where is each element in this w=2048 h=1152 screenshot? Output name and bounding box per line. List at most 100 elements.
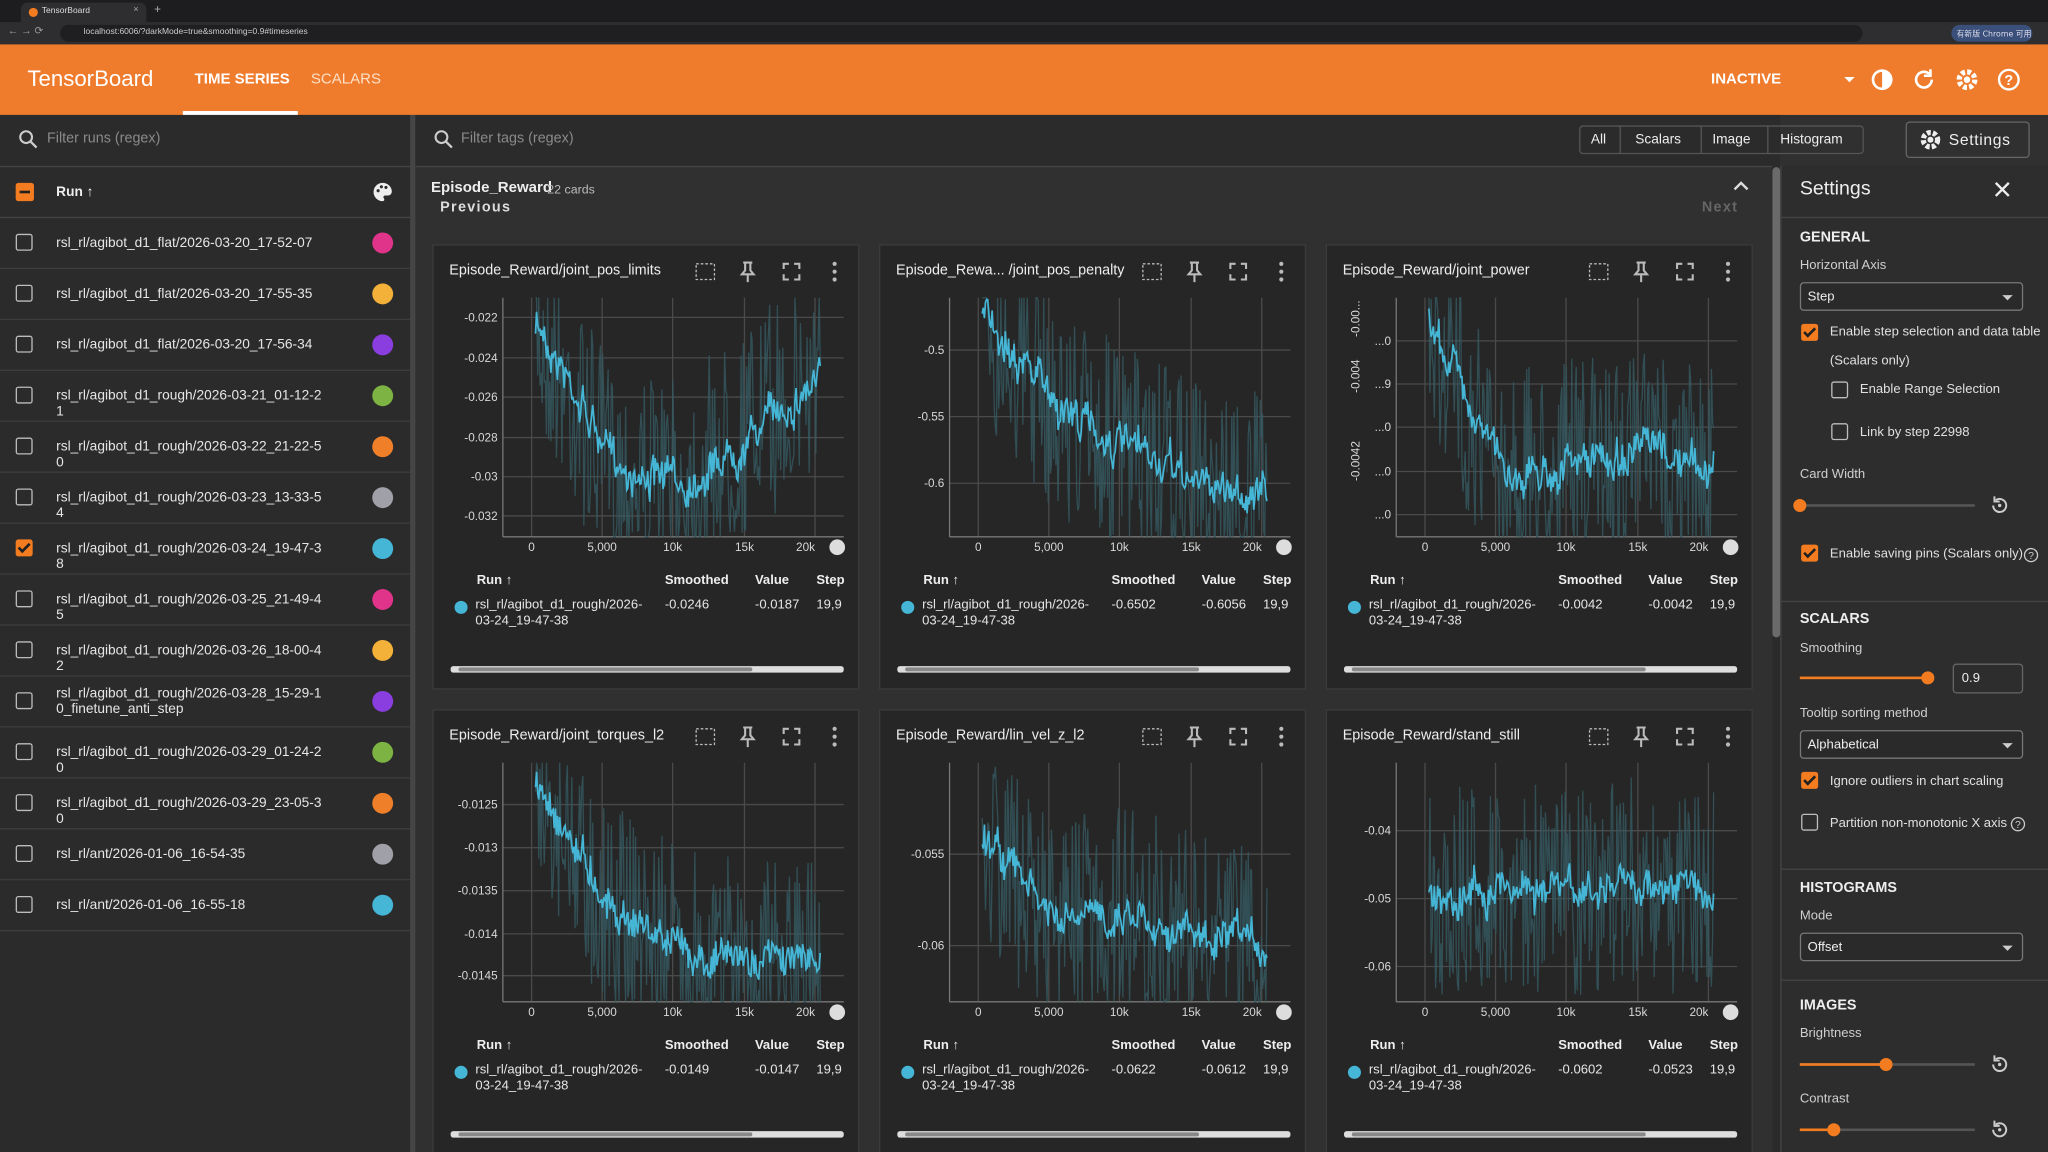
- checkbox[interactable]: [1801, 813, 1819, 831]
- scrollbar-thumb[interactable]: [1772, 167, 1781, 638]
- browser-tab[interactable]: TensorBoard ×: [20, 2, 147, 23]
- h-scroll-thumb[interactable]: [1351, 667, 1646, 672]
- close-icon[interactable]: [1993, 180, 2011, 198]
- theme-icon[interactable]: [1871, 69, 1893, 91]
- checkbox[interactable]: [1801, 323, 1819, 341]
- palette-icon[interactable]: [371, 180, 395, 204]
- new-tab[interactable]: +: [154, 2, 162, 16]
- slider-thumb[interactable]: [1921, 671, 1935, 685]
- help-icon[interactable]: ?: [1997, 68, 2020, 91]
- run-color[interactable]: [372, 640, 394, 661]
- run-checkbox[interactable]: [15, 335, 33, 353]
- h-scroll-thumb[interactable]: [905, 667, 1200, 672]
- fit-domain-icon[interactable]: [695, 263, 716, 281]
- reset-icon[interactable]: [1989, 1054, 2010, 1075]
- run-color[interactable]: [372, 283, 394, 305]
- run-color[interactable]: [372, 894, 394, 916]
- pin-icon[interactable]: [1633, 261, 1650, 283]
- zoom-badge[interactable]: [829, 539, 846, 556]
- h-scroll-thumb[interactable]: [458, 1132, 753, 1137]
- checkbox[interactable]: [1831, 423, 1849, 441]
- collapse-icon[interactable]: [1732, 179, 1750, 192]
- more-icon[interactable]: [832, 726, 837, 747]
- tags-filter[interactable]: Filter tags (regex): [461, 130, 574, 147]
- zoom-badge[interactable]: [1276, 539, 1292, 556]
- pin-icon[interactable]: [1186, 726, 1203, 748]
- run-checkbox[interactable]: [15, 233, 33, 251]
- select-all-checkbox[interactable]: [15, 182, 34, 202]
- tab-time-series[interactable]: TIME SERIES: [194, 71, 290, 88]
- update-pill[interactable]: 有新版 Chrome 可用: [1951, 24, 2033, 42]
- tab-scalars[interactable]: SCALARS: [310, 71, 381, 88]
- fullscreen-icon[interactable]: [1229, 727, 1248, 746]
- run-checkbox[interactable]: [15, 641, 33, 659]
- settings-icon[interactable]: [1956, 69, 1978, 91]
- next-button[interactable]: Next: [1701, 199, 1739, 216]
- run-color[interactable]: [372, 487, 394, 509]
- fit-domain-icon[interactable]: [1142, 728, 1162, 746]
- zoom-badge[interactable]: [1722, 539, 1739, 556]
- settings-button[interactable]: Settings: [1905, 121, 2030, 159]
- checkbox[interactable]: [1801, 771, 1819, 789]
- h-scroll-thumb[interactable]: [1351, 1132, 1646, 1137]
- tooltip-sorting-select[interactable]: Alphabetical: [1799, 730, 2024, 759]
- fullscreen-icon[interactable]: [782, 727, 801, 746]
- run-checkbox[interactable]: [15, 437, 33, 455]
- fullscreen-icon[interactable]: [1676, 262, 1694, 281]
- more-icon[interactable]: [1279, 261, 1284, 282]
- panel-resizer[interactable]: [410, 114, 416, 1152]
- h-scroll-thumb[interactable]: [458, 667, 753, 672]
- reload-icon[interactable]: [1914, 69, 1934, 89]
- mode-select[interactable]: Offset: [1799, 932, 2024, 962]
- run-checkbox[interactable]: [15, 488, 33, 506]
- nav-buttons[interactable]: ← → ⟳: [7, 24, 44, 37]
- run-checkbox[interactable]: [15, 845, 33, 863]
- run-checkbox[interactable]: [15, 284, 33, 302]
- run-color[interactable]: [372, 690, 394, 712]
- run-checkbox[interactable]: [15, 794, 33, 812]
- pin-icon[interactable]: [739, 261, 756, 283]
- run-checkbox[interactable]: [15, 896, 33, 913]
- run-checkbox[interactable]: [15, 590, 33, 608]
- runs-filter[interactable]: Filter runs (regex): [47, 130, 161, 147]
- reload-status[interactable]: INACTIVE: [1711, 71, 1782, 88]
- fit-domain-icon[interactable]: [1588, 728, 1609, 746]
- status-dropdown[interactable]: [1844, 77, 1855, 83]
- checkbox[interactable]: [1831, 381, 1849, 399]
- fit-domain-icon[interactable]: [695, 728, 716, 746]
- type-image[interactable]: Image: [1712, 131, 1751, 148]
- run-checkbox[interactable]: [15, 743, 33, 761]
- fullscreen-icon[interactable]: [782, 262, 801, 281]
- url-bar[interactable]: localhost:6006/?darkMode=true&smoothing=…: [60, 24, 1863, 42]
- fit-domain-icon[interactable]: [1588, 263, 1609, 281]
- run-color[interactable]: [372, 589, 394, 610]
- run-column-header[interactable]: Run ↑: [56, 184, 94, 200]
- run-color[interactable]: [372, 741, 394, 763]
- previous-button[interactable]: Previous: [440, 199, 512, 216]
- run-color[interactable]: [372, 792, 394, 814]
- run-color[interactable]: [372, 232, 394, 254]
- type-scalars[interactable]: Scalars: [1635, 131, 1682, 148]
- run-checkbox[interactable]: [15, 692, 33, 710]
- run-color[interactable]: [372, 843, 394, 865]
- run-color[interactable]: [372, 334, 394, 356]
- zoom-badge[interactable]: [1722, 1004, 1739, 1021]
- horizontal-axis-select[interactable]: Step: [1799, 282, 2024, 311]
- tab-close[interactable]: ×: [133, 5, 139, 15]
- more-icon[interactable]: [1725, 726, 1731, 747]
- run-color[interactable]: [372, 385, 394, 407]
- run-checkbox[interactable]: [15, 539, 33, 557]
- more-icon[interactable]: [1279, 726, 1284, 747]
- help-icon[interactable]: ?: [2010, 816, 2026, 832]
- help-icon[interactable]: ?: [2023, 547, 2039, 563]
- more-icon[interactable]: [832, 261, 837, 282]
- fit-domain-icon[interactable]: [1142, 263, 1162, 281]
- pin-icon[interactable]: [1186, 261, 1203, 283]
- type-all[interactable]: All: [1590, 131, 1607, 148]
- zoom-badge[interactable]: [1276, 1004, 1292, 1021]
- fullscreen-icon[interactable]: [1676, 727, 1694, 746]
- run-color[interactable]: [372, 538, 394, 560]
- run-color[interactable]: [372, 436, 394, 458]
- reset-icon[interactable]: [1989, 495, 2010, 516]
- slider-thumb[interactable]: [1793, 498, 1807, 513]
